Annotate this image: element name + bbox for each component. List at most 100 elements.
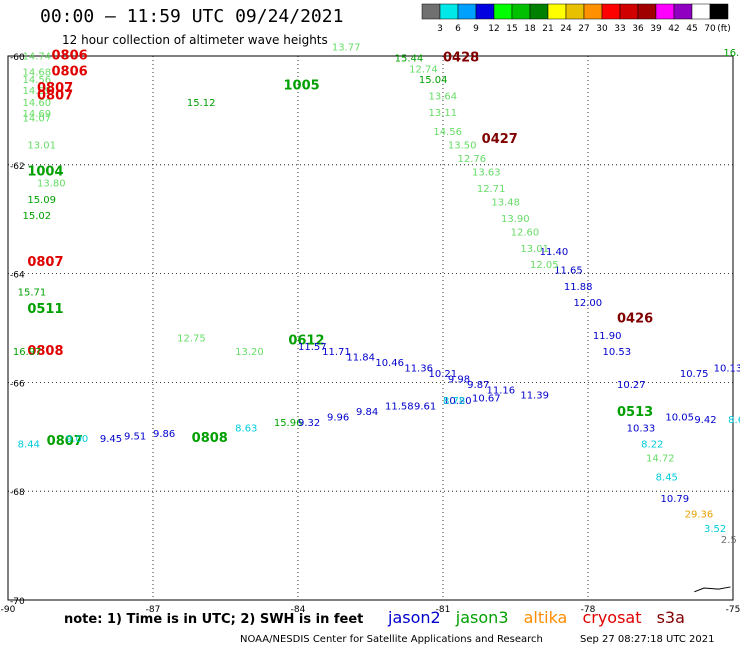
swh-reading: 13.48 [491,198,520,209]
pass-time-label: 0806 [52,65,88,80]
swh-reading: 11.39 [520,391,549,402]
swh-reading: 10.33 [627,423,656,434]
legend-altika: altika [523,608,568,627]
swh-reading: 9.86 [153,429,175,440]
legend-s3a: s3a [656,608,685,627]
swh-reading: 11.71 [322,347,351,358]
footer-note: note: 1) Time is in UTC; 2) SWH is in fe… [64,612,364,627]
swh-reading: 15.44 [395,53,424,64]
swh-reading: 9.32 [298,418,320,429]
lat-tick-label: -68 [10,488,25,498]
lon-tick-label: -90 [1,605,16,615]
swh-reading: 9.84 [356,407,378,418]
swh-reading: 15.04 [419,75,448,86]
swh-reading: 3.52 [704,524,726,535]
legend-jason3: jason3 [455,608,509,627]
legend-jason2: jason2 [388,608,441,627]
lon-tick-label: -78 [581,605,596,615]
colorbar-label: 21 [542,24,553,34]
swh-reading: 10.67 [472,393,501,404]
colorbar-label: 24 [560,24,572,34]
swh-reading: 9.42 [694,415,716,426]
lat-tick-label: -60 [10,53,25,63]
colorbar-label: 30 [596,24,608,34]
swh-reading: 16.0 [723,48,740,59]
swh-reading: 13.01 [27,140,56,151]
swh-reading: 14.69 [23,109,52,120]
pass-time-label: 0807 [27,255,63,270]
map-frame [7,55,734,601]
lat-tick-label: -64 [10,271,25,281]
colorbar-label: 12 [488,24,499,34]
pass-time-label: 0808 [192,431,228,446]
pass-time-label: 0806 [52,48,88,63]
swh-reading: 29.36 [685,509,714,520]
swh-reading: 11.16 [487,385,516,396]
swh-reading: 14.56 [23,75,52,86]
swh-reading: 10.46 [375,358,404,369]
colorbar-label: 33 [614,24,625,34]
colorbar-label: 36 [632,24,644,34]
colorbar-label: 6 [455,24,461,34]
pass-time-label: 0511 [27,302,63,317]
swh-reading: 11.88 [564,282,593,293]
swh-reading: 8.6 [728,415,740,426]
swh-reading: 13.80 [37,179,66,190]
swh-reading: 10.20 [443,396,472,407]
colorbar-swatch [709,3,729,20]
map-title: 00:00 — 11:59 UTC 09/24/2021 [40,6,344,27]
lon-tick-label: -75 [726,605,740,615]
swh-reading: 11.84 [346,353,375,364]
swh-reading: 8.63 [235,423,257,434]
swh-reading: 12.05 [530,260,559,271]
colorbar-label: 3 [437,24,443,34]
swh-reading: 9.98 [448,374,470,385]
swh-reading: 13.90 [501,214,530,225]
swh-reading: 8.45 [656,472,678,483]
lat-tick-label: -66 [10,379,25,389]
swh-reading: 10.21 [429,369,458,380]
satellite-legend: jason2 jason3 altika cryosat s3a [388,608,695,627]
swh-reading: 11.65 [554,266,583,277]
swh-reading: 16.97 [13,347,42,358]
swh-reading: 13.63 [472,168,501,179]
swh-reading: 12.71 [477,184,506,195]
colorbar-label: 45 [686,24,697,34]
swh-reading: 15.02 [23,211,52,222]
swh-reading: 13.20 [235,347,264,358]
swh-reading: 9.61 [414,402,436,413]
swh-reading: 9.87 [467,380,489,391]
timestamp: Sep 27 08:27:18 UTC 2021 [580,634,715,645]
swh-reading: 9.96 [327,412,349,423]
wave-height-map: -90 -87 -84 -81 -78 -75 -60 -62 -64 -66 -68 -70 14.7… [1,43,740,615]
legend-cryosat: cryosat [582,608,642,627]
lat-tick-label: -70 [10,597,25,607]
swh-reading: 11.40 [540,247,569,258]
pass-time-label: 1005 [284,79,320,94]
colorbar-label: 39 [650,24,662,34]
colorbar-legend: 3 6 9 12 15 18 21 24 27 30 33 36 39 42 45 70 (ft) [421,3,731,34]
pass-time-label: 0612 [288,333,324,348]
lon-tick-label: -84 [291,605,306,615]
swh-reading: 10.13 [714,364,740,375]
swh-reading: 8.44 [18,440,40,451]
swh-reading: 15.09 [27,195,56,206]
credit-line: NOAA/NESDIS Center for Satellite Applica… [240,634,543,645]
swh-reading: 10.05 [665,412,694,423]
swh-reading: 11.57 [298,342,327,353]
swh-reading: 10.53 [603,347,632,358]
swh-reading: 14.56 [433,127,462,138]
colorbar-label: 27 [578,24,589,34]
swh-reading: 2.5 [721,535,737,546]
swh-reading: 8.22 [641,440,663,451]
swh-reading: 14.89 [23,86,52,97]
pass-time-label: 0808 [27,344,63,359]
swh-reading: 12.74 [409,64,438,75]
swh-reading: 11.90 [593,331,622,342]
swh-reading: 14.72 [646,453,675,464]
swh-reading: 12.75 [177,334,206,345]
swh-reading: 14.68 [23,68,52,79]
swh-reading: 15.71 [18,287,47,298]
pass-time-label: 0807 [37,89,73,104]
swh-reading: 15.12 [187,98,216,109]
